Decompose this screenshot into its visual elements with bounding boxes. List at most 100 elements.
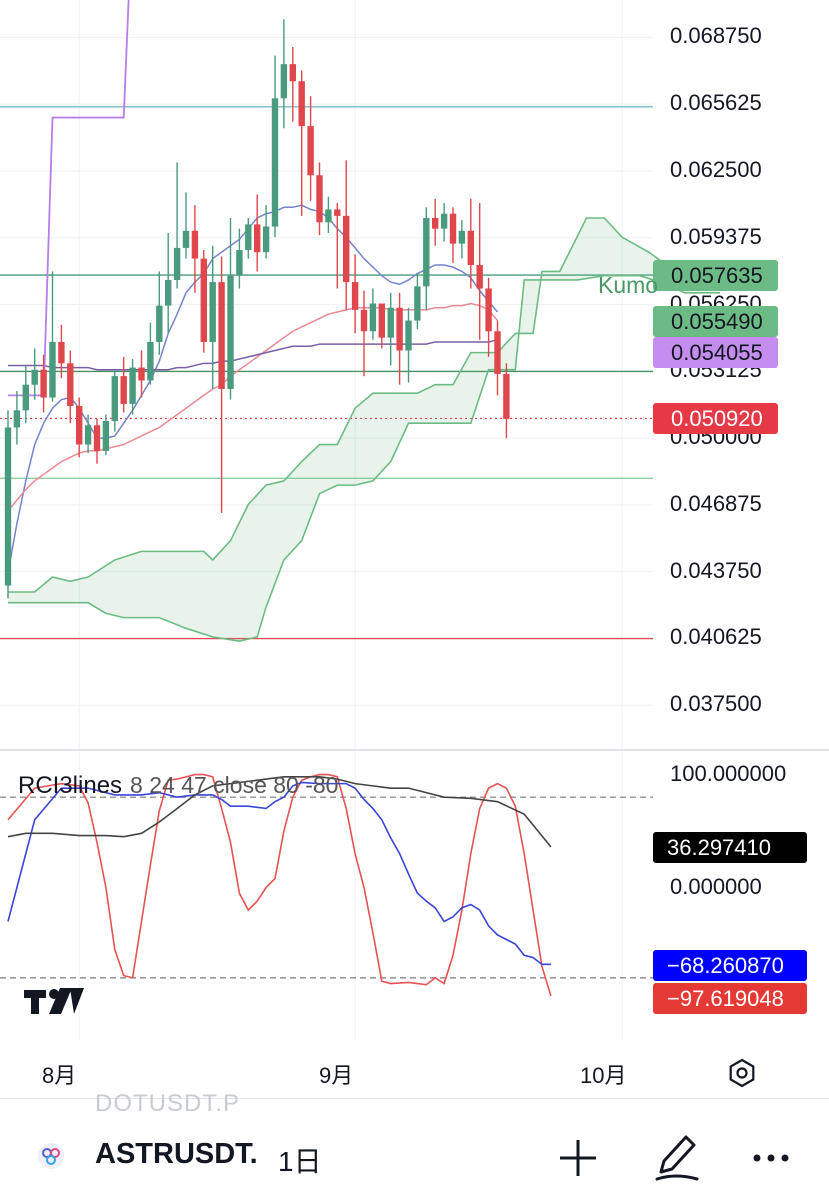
candle[interactable]: [289, 47, 296, 122]
price-tick-label: 0.043750: [670, 557, 762, 583]
time-label-oct: 10月: [580, 1063, 627, 1088]
candle[interactable]: [102, 414, 110, 456]
candle[interactable]: [182, 192, 190, 259]
price-tag: 0.055490: [653, 305, 778, 337]
candle[interactable]: [307, 96, 314, 201]
price-tick-label: 0.059375: [670, 223, 762, 249]
price-tick-label: 0.062500: [670, 156, 762, 182]
candle[interactable]: [76, 397, 83, 458]
rci-value-tag: −97.619048: [653, 982, 807, 1014]
candle[interactable]: [476, 203, 483, 340]
time-label-sep: 9月: [319, 1063, 354, 1088]
rci-line-0: [7, 773, 552, 997]
candle[interactable]: [13, 391, 21, 445]
grid: [0, 0, 653, 1040]
candle[interactable]: [432, 198, 439, 246]
chart-canvas[interactable]: [0, 0, 829, 1100]
candle[interactable]: [40, 354, 47, 413]
time-label-aug: 8月: [42, 1063, 77, 1088]
plus-icon[interactable]: [560, 1140, 596, 1176]
candle[interactable]: [396, 292, 403, 385]
cloud-span-b: [8, 274, 720, 642]
horizontal-lines: [0, 106, 653, 640]
price-tick-label: 0.037500: [670, 691, 762, 717]
candle[interactable]: [280, 19, 288, 129]
candle[interactable]: [467, 198, 474, 289]
candle[interactable]: [271, 55, 279, 238]
candle[interactable]: [440, 203, 448, 242]
candle[interactable]: [67, 350, 74, 424]
rci-line-2: [7, 776, 552, 848]
candle[interactable]: [191, 205, 199, 293]
candle[interactable]: [458, 220, 466, 259]
asterusdt-logo-icon: [38, 1143, 64, 1169]
candle[interactable]: [22, 365, 29, 424]
cloud-span-a: [8, 217, 720, 593]
candle[interactable]: [147, 322, 154, 385]
candle[interactable]: [360, 290, 368, 377]
candle[interactable]: [485, 277, 492, 357]
candle[interactable]: [93, 418, 101, 464]
interval-selector[interactable]: 1日: [278, 1146, 322, 1177]
rci-tick-label: 0.000000: [670, 873, 762, 899]
price-tag: 0.050920: [653, 403, 778, 435]
candle[interactable]: [165, 232, 172, 334]
candle[interactable]: [449, 207, 457, 263]
pen-icon[interactable]: [655, 1135, 699, 1181]
candle[interactable]: [49, 271, 56, 402]
bottom-toolbar: [0, 1098, 829, 1201]
rci-value-tag: 36.297410: [653, 831, 807, 863]
lagging-span: [8, 0, 130, 397]
candle[interactable]: [254, 194, 261, 272]
ichimoku-cloud: [8, 217, 720, 642]
candle[interactable]: [236, 228, 243, 289]
more-icon[interactable]: [753, 1154, 789, 1162]
candle[interactable]: [209, 245, 216, 389]
candle[interactable]: [494, 320, 501, 396]
candle[interactable]: [351, 254, 359, 334]
candle[interactable]: [387, 292, 394, 366]
candle[interactable]: [343, 160, 350, 310]
candle[interactable]: [316, 162, 323, 236]
rci-tick-label: 100.000000: [670, 760, 787, 786]
symbol-name[interactable]: ASTRUSDT.: [95, 1138, 258, 1170]
cloud-fill: [8, 217, 720, 642]
candle[interactable]: [414, 273, 421, 330]
candle[interactable]: [262, 205, 270, 259]
candle[interactable]: [31, 348, 38, 400]
settings-icon[interactable]: [729, 1058, 755, 1088]
rci-pane: [0, 773, 653, 997]
price-tick-label: 0.046875: [670, 490, 762, 516]
candle[interactable]: [503, 363, 510, 439]
candle[interactable]: [111, 369, 118, 432]
price-tag: 0.054055: [653, 336, 778, 368]
candle[interactable]: [378, 303, 385, 349]
candle[interactable]: [218, 256, 225, 513]
price-tick-label: 0.040625: [670, 624, 762, 650]
candles[interactable]: [4, 19, 510, 599]
candle[interactable]: [423, 207, 430, 310]
candle[interactable]: [129, 359, 136, 415]
candle[interactable]: [138, 350, 145, 398]
kumo-label: Kumo: [598, 272, 659, 298]
candle[interactable]: [227, 217, 234, 400]
rci-indicator-name: RCI3lines: [18, 772, 123, 799]
candle[interactable]: [200, 250, 207, 353]
candle[interactable]: [405, 307, 412, 383]
candle[interactable]: [120, 356, 127, 413]
rci-legend[interactable]: RCI3lines 8 24 47 close 80 -80: [18, 772, 338, 800]
candle[interactable]: [173, 162, 181, 289]
candle[interactable]: [156, 271, 163, 355]
price-tick-label: 0.065625: [670, 90, 762, 116]
rci-line-1: [7, 781, 551, 966]
candle[interactable]: [58, 324, 65, 379]
candle[interactable]: [369, 288, 377, 340]
rci-value-tag: −68.260870: [653, 949, 807, 981]
candle[interactable]: [325, 196, 332, 233]
price-tag: 0.057635: [653, 260, 778, 292]
candle[interactable]: [245, 217, 252, 259]
candle[interactable]: [84, 414, 92, 454]
candle[interactable]: [334, 203, 341, 289]
candle[interactable]: [298, 70, 305, 216]
candle[interactable]: [4, 410, 12, 599]
